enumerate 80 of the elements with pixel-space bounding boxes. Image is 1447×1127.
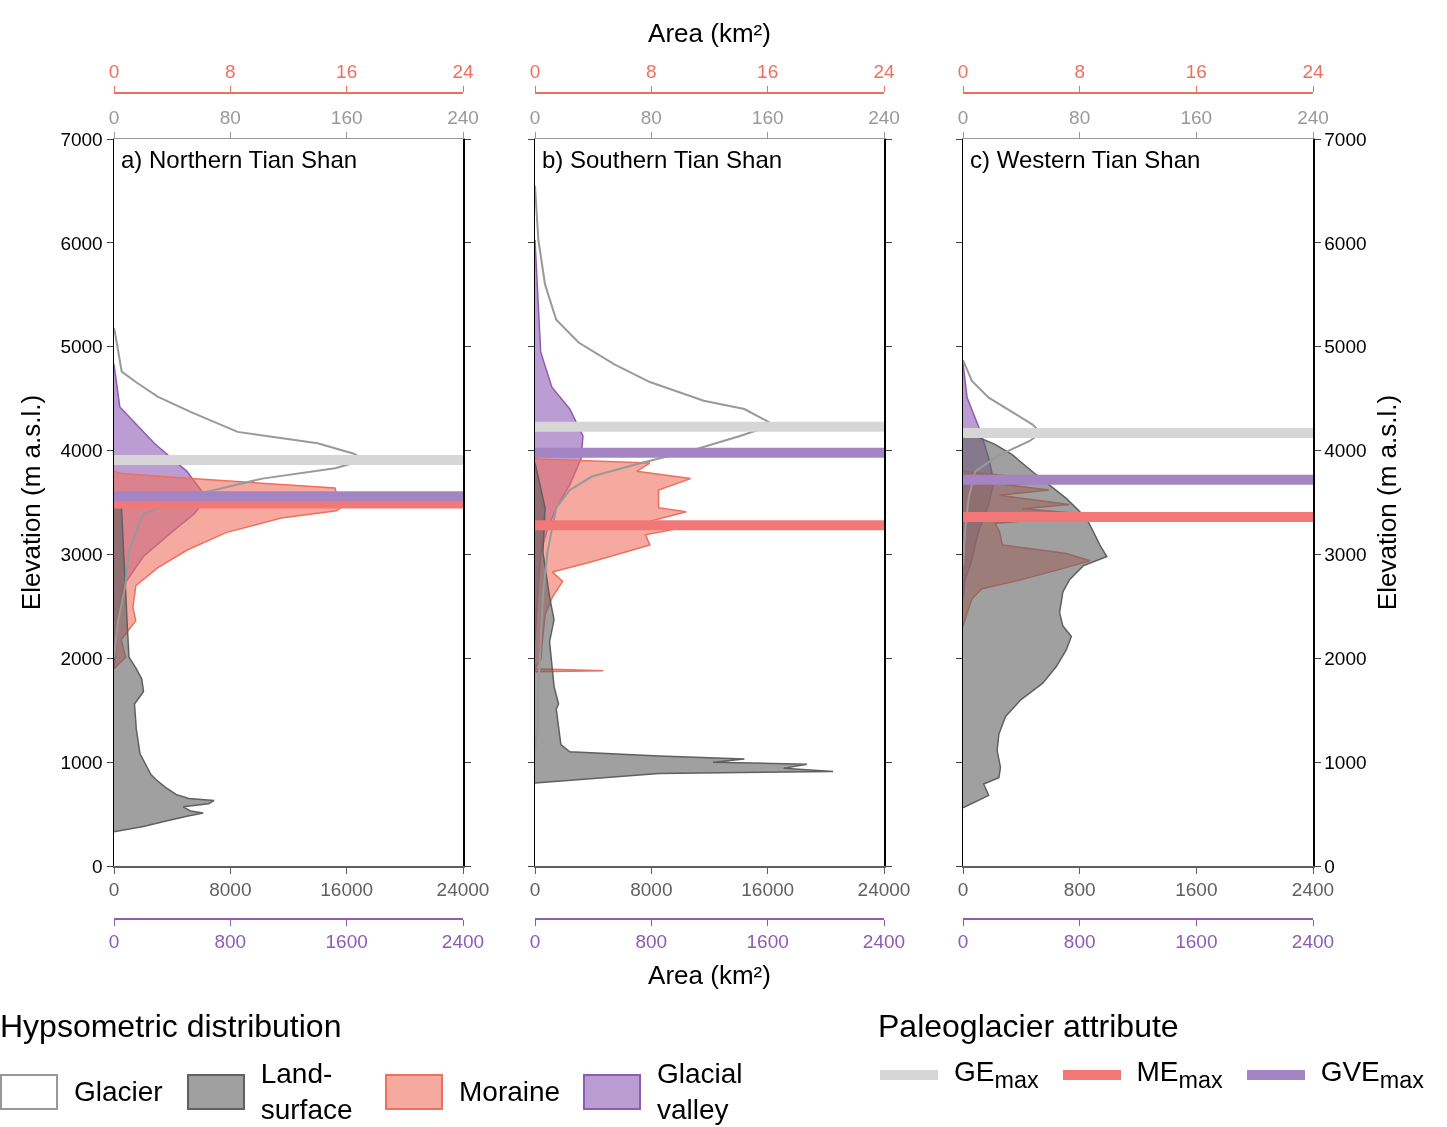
x-tick-label: 0 [957, 879, 969, 901]
x2-tick-label: 80 [219, 106, 241, 128]
legend-title: Hypsometric distribution [0, 1008, 342, 1045]
legend-label: Glacier [74, 1075, 163, 1109]
y-tick-label: 1000 [60, 751, 103, 773]
x2-tick-label: 16 [757, 61, 779, 83]
x2-tick-label: 16 [1185, 61, 1207, 83]
x2-tick-label: 0 [957, 61, 969, 83]
x-tick-label: 8000 [630, 879, 673, 901]
x2-tick-label: 24 [873, 61, 895, 83]
y-tick-label: 6000 [60, 232, 103, 254]
y-tick-label: 2000 [60, 647, 103, 669]
x-tick-label: 800 [1063, 879, 1096, 901]
x2-tick-label: 240 [1297, 106, 1329, 128]
y-tick-label: 6000 [1324, 232, 1367, 254]
x-tick-label: 800 [214, 931, 247, 953]
x-tick-label: 0 [108, 931, 120, 953]
y-tick-label: 4000 [1324, 440, 1367, 462]
x2-axis-title: Area (km²) [648, 17, 771, 48]
x-tick-label: 2400 [1291, 931, 1335, 953]
legend-label: Moraine [459, 1075, 561, 1109]
x-tick-label: 0 [957, 931, 969, 953]
y-tick-label: 1000 [1324, 751, 1367, 773]
x2-tick-label: 0 [529, 61, 541, 83]
legend-label: Land-surface [260, 1057, 354, 1127]
legend-label: GE$_{max}$ [954, 1056, 1039, 1094]
x-tick-label: 1600 [1175, 931, 1218, 953]
x2-tick-label: 0 [529, 106, 541, 128]
y-tick-label: 7000 [60, 128, 103, 150]
x2-tick-label: 160 [330, 106, 363, 128]
x2-tick-label: 16 [336, 61, 358, 83]
y-tick-label: 0 [1324, 855, 1335, 877]
x2-tick-label: 8 [1074, 61, 1085, 83]
x-tick-label: 0 [529, 879, 541, 901]
x2-tick-label: 80 [1069, 106, 1091, 128]
x2-tick-label: 240 [447, 106, 479, 128]
x-tick-label: 24000 [436, 879, 490, 901]
x-tick-label: 8000 [209, 879, 252, 901]
x-tick-label: 800 [1063, 931, 1096, 953]
y-tick-label: 5000 [1324, 336, 1367, 358]
x2-tick-label: 80 [640, 106, 662, 128]
chart-title: a) Northern Tian Shan [121, 146, 358, 173]
x2-tick-label: 240 [868, 106, 900, 128]
x2-tick-label: 0 [108, 61, 120, 83]
x2-tick-label: 0 [957, 106, 969, 128]
y-tick-label: 3000 [60, 544, 103, 566]
y-axis-title: Elevation (m a.s.l.) [1372, 394, 1403, 611]
y-axis-title: Elevation (m a.s.l.) [16, 394, 47, 611]
x-tick-label: 1600 [746, 931, 789, 953]
y-tick-label: 7000 [1324, 128, 1367, 150]
x-tick-label: 1600 [1175, 879, 1218, 901]
chart-title: c) Western Tian Shan [970, 146, 1201, 173]
x2-tick-label: 8 [646, 61, 657, 83]
x-tick-label: 16000 [320, 879, 374, 901]
legend-label: Glacial valley [657, 1057, 744, 1127]
legend-label: ME$_{max}$ [1136, 1056, 1223, 1094]
legend-label: GVE$_{max}$ [1320, 1056, 1424, 1094]
x-tick-label: 1600 [325, 931, 368, 953]
x-tick-label: 2400 [441, 931, 485, 953]
x2-tick-label: 0 [108, 106, 120, 128]
y-tick-label: 2000 [1324, 647, 1367, 669]
y-tick-label: 3000 [1324, 544, 1367, 566]
x2-tick-label: 8 [225, 61, 236, 83]
y-tick-label: 0 [92, 855, 103, 877]
x-tick-label: 24000 [857, 879, 911, 901]
text: Paleoglacier attribute [878, 1008, 1179, 1045]
x-axis-title: Area (km²) [648, 959, 771, 990]
x-tick-label: 0 [108, 879, 120, 901]
x2-tick-label: 24 [1302, 61, 1324, 83]
chart-title: b) Southern Tian Shan [542, 146, 783, 173]
x-tick-label: 0 [529, 931, 541, 953]
y-tick-label: 5000 [60, 336, 103, 358]
x2-tick-label: 24 [452, 61, 474, 83]
x-tick-label: 16000 [741, 879, 795, 901]
x-tick-label: 800 [635, 931, 668, 953]
x-tick-label: 2400 [862, 931, 906, 953]
x2-tick-label: 160 [1180, 106, 1213, 128]
y-tick-label: 4000 [60, 440, 103, 462]
x2-tick-label: 160 [751, 106, 784, 128]
x-tick-label: 2400 [1291, 879, 1335, 901]
